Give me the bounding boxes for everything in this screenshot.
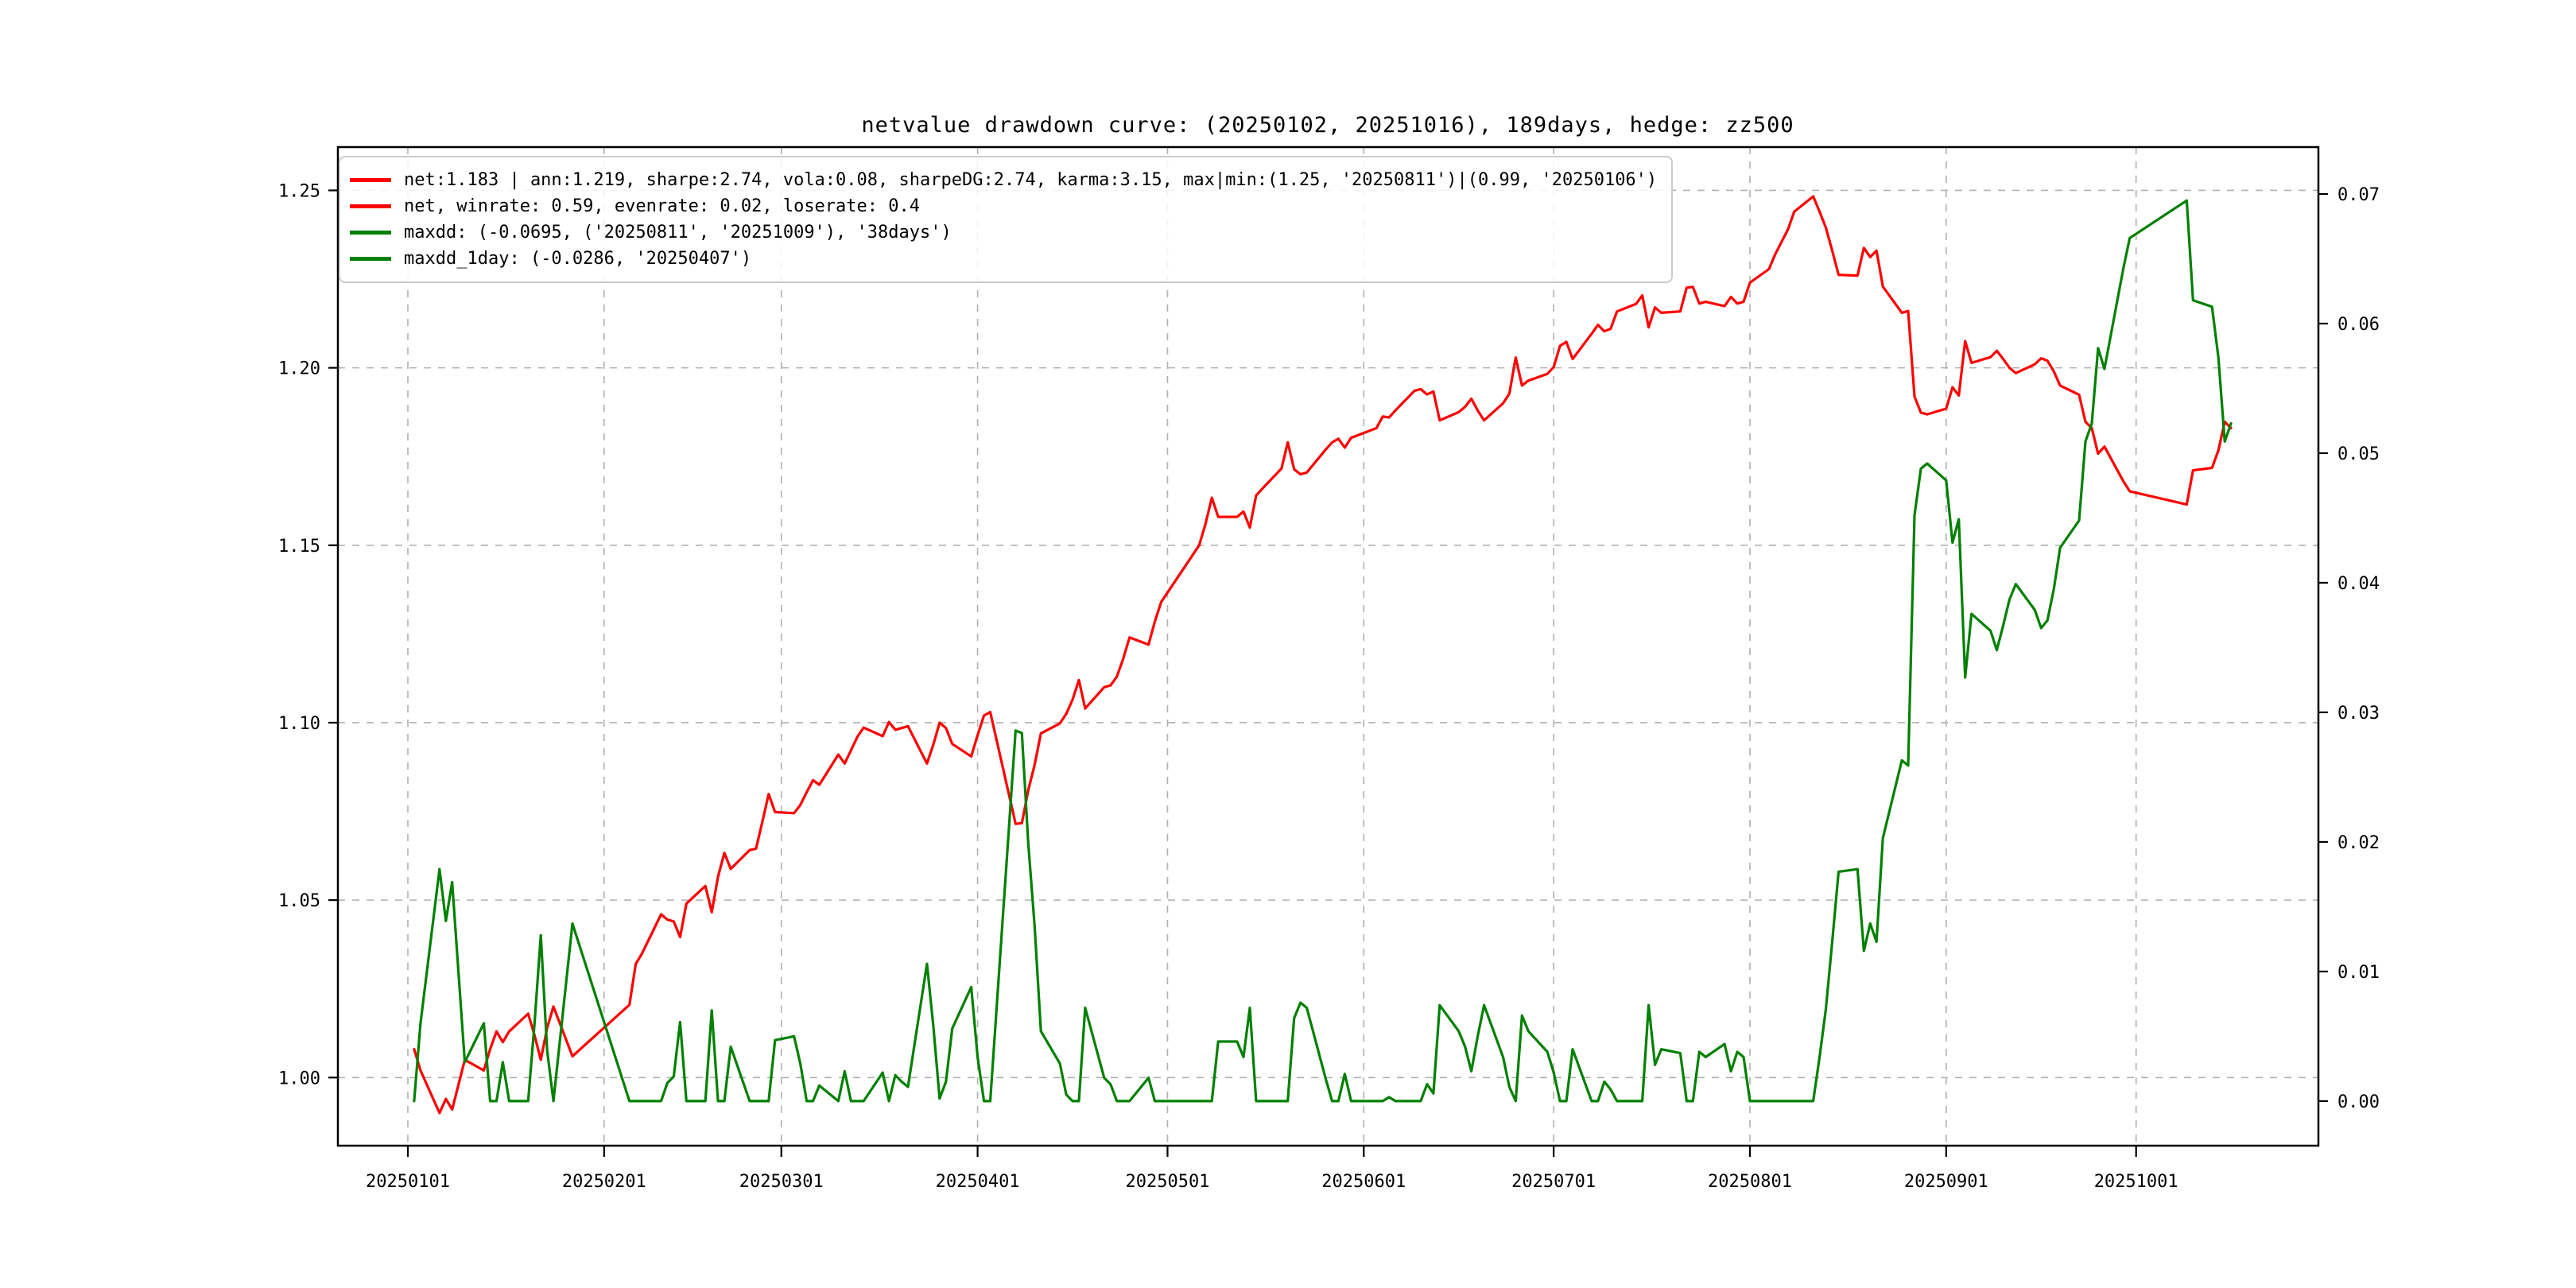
- legend-item: net, winrate: 0.59, evenrate: 0.02, lose…: [350, 193, 1657, 219]
- x-axis-tick-label: 20250201: [562, 1172, 646, 1192]
- x-axis-tick-label: 20250101: [366, 1172, 450, 1192]
- y-right-tick-label: 0.07: [2337, 185, 2380, 205]
- axes-spines: [336, 145, 2320, 1147]
- legend-item-label: net:1.183 | ann:1.219, sharpe:2.74, vola…: [404, 170, 1658, 190]
- x-axis-tick-label: 20250601: [1321, 1172, 1406, 1192]
- y-right-tick-label: 0.03: [2337, 704, 2380, 724]
- y-left-tick-label: 1.20: [278, 359, 320, 379]
- legend-line-swatch: [350, 257, 391, 261]
- y-right-tick-label: 0.06: [2337, 315, 2380, 335]
- legend-item: maxdd: (-0.0695, ('20250811', '20251009'…: [350, 219, 1657, 246]
- y-left-tick-label: 1.25: [278, 181, 320, 201]
- legend-line-swatch: [350, 231, 391, 235]
- x-axis-tick-label: 20250701: [1511, 1172, 1596, 1192]
- x-axis-tick-label: 20250801: [1708, 1172, 1792, 1192]
- x-axis-tick-label: 20250501: [1125, 1172, 1209, 1192]
- x-axis-tick-label: 20251001: [2094, 1172, 2178, 1192]
- maxdd-curve: [413, 199, 2233, 1103]
- chart-title: netvalue drawdown curve: (20250102, 2025…: [861, 113, 1794, 138]
- legend-item: net:1.183 | ann:1.219, sharpe:2.74, vola…: [350, 167, 1657, 193]
- legend: net:1.183 | ann:1.219, sharpe:2.74, vola…: [339, 156, 1674, 283]
- y-right-tick-label: 0.02: [2337, 833, 2380, 853]
- y-left-tick-label: 1.10: [278, 714, 320, 734]
- y-right-tick-label: 0.01: [2337, 963, 2380, 983]
- legend-item-label: maxdd_1day: (-0.0286, '20250407'): [404, 249, 752, 269]
- y-right-tick-label: 0.05: [2337, 444, 2380, 464]
- legend-line-swatch: [350, 204, 391, 208]
- x-axis-tick-label: 20250401: [936, 1172, 1020, 1192]
- legend-item-label: net, winrate: 0.59, evenrate: 0.02, lose…: [404, 196, 921, 216]
- legend-item: maxdd_1day: (-0.0286, '20250407'): [350, 246, 1657, 272]
- legend-line-swatch: [350, 178, 391, 182]
- x-axis-tick-label: 20250901: [1904, 1172, 1988, 1192]
- y-left-tick-label: 1.05: [278, 891, 320, 911]
- x-axis-tick-label: 20250301: [739, 1172, 824, 1192]
- y-left-tick-label: 1.15: [278, 537, 320, 557]
- net-curve: [413, 195, 2233, 1115]
- y-right-tick-label: 0.00: [2337, 1092, 2380, 1112]
- y-left-tick-label: 1.00: [278, 1069, 320, 1088]
- y-right-tick-label: 0.04: [2337, 574, 2380, 594]
- legend-item-label: maxdd: (-0.0695, ('20250811', '20251009'…: [404, 223, 952, 242]
